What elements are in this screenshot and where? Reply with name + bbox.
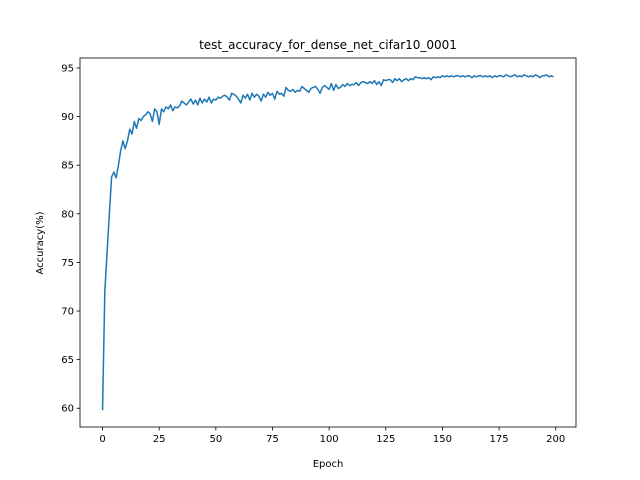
y-tick-label: 95 (61, 64, 74, 75)
y-tick-label: 80 (61, 209, 74, 220)
y-tick-label: 90 (61, 112, 74, 123)
y-tick-label: 75 (61, 258, 74, 269)
x-tick-label: 75 (266, 434, 279, 445)
x-tick-label: 150 (433, 434, 452, 445)
chart-title: test_accuracy_for_dense_net_cifar10_0001 (199, 38, 457, 52)
x-tick-label: 200 (546, 434, 565, 445)
x-tick-label: 125 (376, 434, 395, 445)
y-tick-label: 60 (61, 404, 74, 415)
x-tick-label: 100 (320, 434, 339, 445)
y-tick-label: 65 (61, 355, 74, 366)
x-tick-label: 175 (490, 434, 509, 445)
x-axis-label: Epoch (313, 459, 344, 470)
x-tick-label: 0 (99, 434, 105, 445)
x-tick-label: 50 (209, 434, 222, 445)
data-line (101, 74, 554, 411)
y-tick-label: 85 (61, 161, 74, 172)
axes-frame (79, 57, 577, 428)
y-axis-label: Accuracy(%) (35, 211, 46, 274)
x-tick-label: 25 (153, 434, 166, 445)
y-tick-label: 70 (61, 307, 74, 318)
